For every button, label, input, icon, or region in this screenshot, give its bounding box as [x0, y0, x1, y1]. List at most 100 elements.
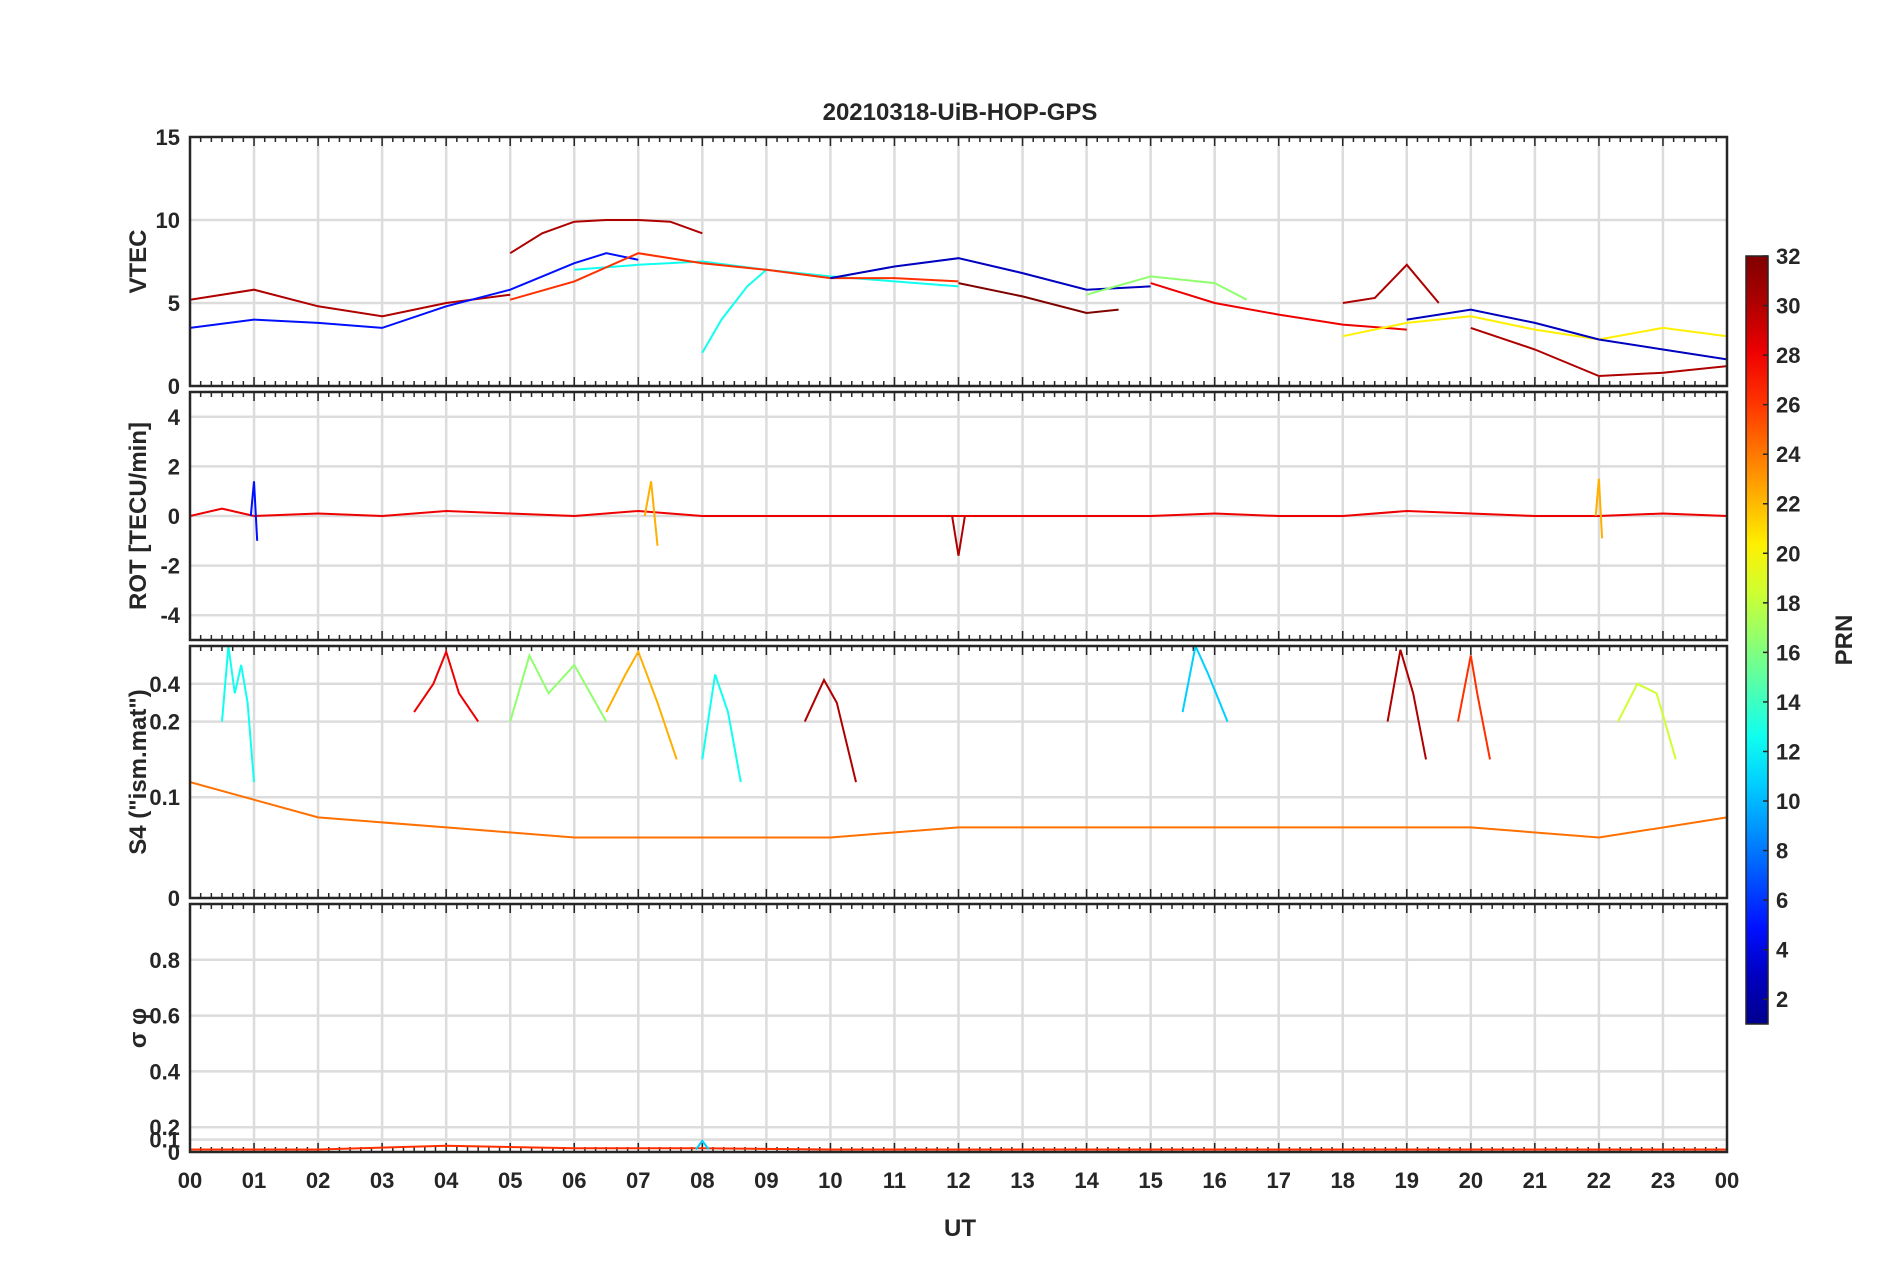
figure-title: 20210318-UiB-HOP-GPS: [823, 99, 1098, 126]
y-tick-label: 0.6: [149, 1004, 180, 1029]
series-line-vtec-10: [1342, 263, 1440, 304]
y-tick-label: 0.8: [149, 948, 180, 973]
series-line-s4-9: [1617, 682, 1677, 760]
x-tick-label: 00: [178, 1168, 202, 1193]
colorbar-tick-label: 32: [1776, 244, 1800, 269]
x-tick-label: 02: [306, 1168, 330, 1193]
colorbar-tick-label: 2: [1776, 987, 1788, 1012]
x-tick-label: 22: [1587, 1168, 1611, 1193]
axes-frame: [188, 902, 1729, 1154]
y-axis-label-s4: S4 ("ism.mat"): [125, 689, 152, 854]
x-tick-label: 10: [818, 1168, 842, 1193]
series-line-vtec-1: [509, 219, 703, 255]
series-line-rot-3: [951, 515, 966, 556]
x-tick-label: 18: [1331, 1168, 1355, 1193]
series-line-rot-0: [190, 507, 1727, 518]
x-tick-label: 11: [883, 1168, 906, 1193]
x-tick-label: 12: [946, 1168, 970, 1193]
x-tick-label: 17: [1266, 1168, 1290, 1193]
series-line-vtec-9: [1150, 282, 1407, 331]
colorbar-tick-label: 18: [1776, 591, 1800, 616]
y-tick-label: 10: [156, 208, 180, 233]
series-line-vtec-0: [190, 288, 511, 318]
colorbar-label: PRN: [1831, 615, 1858, 666]
series-line-s4-2: [509, 652, 608, 723]
colorbar-tick-label: 22: [1776, 492, 1800, 517]
series-line-s4-10: [190, 781, 1727, 839]
y-tick-label: 0.4: [149, 672, 180, 697]
x-tick-label: 03: [370, 1168, 394, 1193]
x-tick-label: 14: [1074, 1168, 1099, 1193]
series-line-sigma-0: [190, 1144, 1727, 1151]
y-tick-label: 15: [156, 125, 180, 150]
panel-vtec: 0 5 10 15 VTEC: [125, 125, 1729, 399]
x-tick-label: 19: [1395, 1168, 1419, 1193]
series-line-rot-4: [1594, 478, 1604, 539]
y-tick-label: -2: [160, 554, 180, 579]
x-tick-label: 21: [1523, 1168, 1547, 1193]
x-tick-label: 06: [562, 1168, 586, 1193]
y-tick-label: 0.4: [149, 1059, 180, 1084]
colorbar-tick-label: 6: [1776, 888, 1788, 913]
panel-s4: 0 0.1 0.2 0.4S4 ("ism.mat"): [125, 644, 1729, 911]
x-tick-label: 13: [1010, 1168, 1034, 1193]
series-line-vtec-2: [190, 252, 639, 329]
colorbar-tick-label: 20: [1776, 541, 1800, 566]
y-tick-label: 0.1: [149, 1128, 180, 1153]
y-axis-label-vtec: VTEC: [125, 229, 152, 293]
y-tick-label: 0: [168, 374, 180, 399]
series-line-sigma-1: [695, 1139, 710, 1151]
y-axis-label-rot: ROT [TECU/min]: [125, 422, 152, 610]
y-tick-label: 0: [168, 1140, 180, 1165]
series-line-vtec-8: [1086, 275, 1248, 301]
series-line-s4-1: [413, 648, 480, 723]
series-line-rot-1: [249, 481, 259, 541]
colorbar-tick-label: 16: [1776, 640, 1800, 665]
series-line-s4-4: [701, 674, 742, 783]
series-line-vtec-12: [1406, 308, 1727, 361]
colorbar-tick-label: 12: [1776, 739, 1800, 764]
x-axis-label: UT: [944, 1215, 976, 1242]
x-tick-label: 00: [1715, 1168, 1739, 1193]
y-tick-label: 0.2: [149, 710, 180, 735]
series-line-vtec-5: [509, 252, 959, 301]
series-line-s4-5: [803, 677, 857, 783]
y-tick-label: 2: [168, 454, 180, 479]
series-line-s4-3: [605, 649, 678, 760]
colorbar-tick-label: 4: [1776, 938, 1789, 963]
series-line-vtec-6: [830, 257, 1151, 291]
panel-sigma: 00.10.2 0.4 0.6 0.8 σ φ 00 01 02 03 04 05 06 07 08 09 1…: [125, 902, 1739, 1193]
x-tick-label: 04: [434, 1168, 459, 1193]
x-tick-label: 09: [754, 1168, 778, 1193]
colorbar-tick-label: 14: [1776, 690, 1801, 715]
y-tick-label: 0.2: [149, 1115, 180, 1140]
x-tick-label: 16: [1202, 1168, 1226, 1193]
x-tick-label: 20: [1459, 1168, 1483, 1193]
x-tick-label: 07: [626, 1168, 650, 1193]
x-tick-label: 15: [1138, 1168, 1162, 1193]
series-line-vtec-7: [958, 282, 1119, 315]
series-line-s4-8: [1457, 655, 1491, 760]
series-line-vtec-4: [701, 269, 768, 354]
series-line-vtec-11: [1342, 315, 1727, 341]
panel-rot: -4 -2 0 2 4 ROT [TECU/min]: [125, 390, 1729, 642]
y-tick-label: 5: [168, 291, 180, 316]
y-axis-label-sigma: σ φ: [125, 1008, 152, 1048]
axes-frame: [188, 644, 1729, 900]
colorbar-gradient: [1745, 255, 1769, 1025]
x-tick-label: 23: [1651, 1168, 1675, 1193]
series-line-s4-6: [1181, 646, 1229, 722]
colorbar-tick-label: 10: [1776, 789, 1800, 814]
y-tick-label: 4: [168, 405, 181, 430]
series-line-rot-2: [643, 481, 659, 546]
x-tick-label: 01: [242, 1168, 266, 1193]
colorbar-tick-label: 26: [1776, 393, 1800, 418]
colorbar-tick-label: 28: [1776, 343, 1800, 368]
y-tick-label: 0.1: [149, 785, 180, 810]
series-line-s4-0: [221, 646, 255, 783]
x-tick-label: 05: [498, 1168, 522, 1193]
series-line-vtec-13: [1470, 326, 1727, 378]
series-line-s4-7: [1386, 649, 1427, 760]
